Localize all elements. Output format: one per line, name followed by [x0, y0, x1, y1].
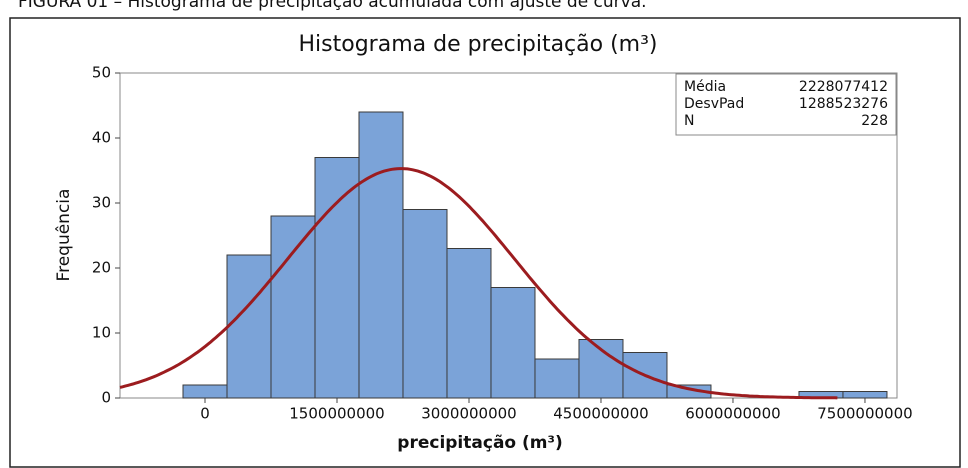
bar: [270, 215, 316, 399]
bar: [226, 254, 272, 399]
bar: [534, 358, 580, 399]
stats-label: N: [684, 113, 694, 129]
y-tick-label: 10: [92, 324, 111, 342]
caption: FIGURA 01 – Histograma de precipitação a…: [18, 0, 647, 12]
y-tick-label: 40: [92, 129, 111, 147]
x-tick-label: 4500000000: [553, 405, 648, 423]
fit-curve: [119, 167, 838, 400]
y-tick-label: 20: [92, 259, 111, 277]
x-axis-label: precipitação (m³): [397, 433, 562, 453]
chart-title: Histograma de precipitação (m³): [299, 32, 658, 57]
y-axis-label: Frequência: [54, 189, 74, 282]
stats-value: 228: [861, 113, 888, 129]
bar: [358, 111, 404, 399]
stats-value: 1288523276: [799, 96, 888, 112]
bar: [842, 391, 888, 399]
stats-label: Média: [684, 79, 726, 95]
y-tick-label: 0: [101, 389, 111, 407]
y-tick-label: 30: [92, 194, 111, 212]
bar: [402, 209, 448, 399]
stats-box: [675, 73, 897, 136]
bar: [182, 384, 228, 399]
bar: [314, 157, 360, 399]
stats-value: 2228077412: [799, 79, 888, 95]
bar: [446, 248, 492, 399]
x-tick-label: 6000000000: [685, 405, 780, 423]
x-tick-label: 3000000000: [421, 405, 516, 423]
x-tick-label: 7500000000: [817, 405, 912, 423]
x-tick-label: 1500000000: [289, 405, 384, 423]
bar: [490, 287, 536, 399]
y-tick-label: 50: [92, 64, 111, 82]
stats-label: DesvPad: [684, 96, 744, 112]
x-tick-label: 0: [200, 405, 210, 423]
